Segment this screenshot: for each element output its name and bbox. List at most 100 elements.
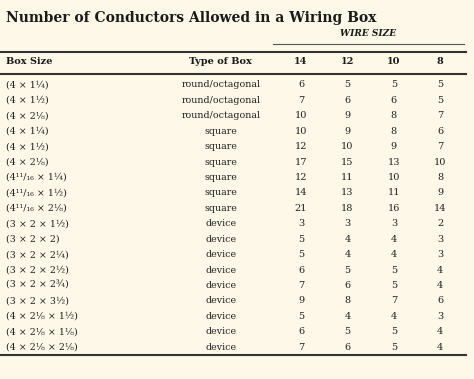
Text: device: device [205, 250, 237, 259]
Text: 6: 6 [298, 327, 304, 336]
Text: 7: 7 [437, 111, 444, 120]
Text: 9: 9 [391, 142, 397, 151]
Text: 3: 3 [437, 250, 444, 259]
Text: (3 × 2 × 2½): (3 × 2 × 2½) [6, 266, 69, 274]
Text: 7: 7 [437, 142, 444, 151]
Text: (4¹¹/₁₆ × 2⅛): (4¹¹/₁₆ × 2⅛) [6, 204, 67, 213]
Text: (4 × 1½): (4 × 1½) [6, 142, 49, 151]
Text: (4 × 2⅛ × 1½): (4 × 2⅛ × 1½) [6, 312, 78, 321]
Text: 5: 5 [345, 266, 350, 274]
Text: 8: 8 [345, 296, 350, 305]
Text: 18: 18 [341, 204, 354, 213]
Text: (3 × 2 × 2): (3 × 2 × 2) [6, 235, 60, 244]
Text: 8: 8 [438, 173, 443, 182]
Text: 3: 3 [437, 235, 444, 244]
Text: 14: 14 [294, 57, 308, 66]
Text: 3: 3 [344, 219, 351, 228]
Text: 16: 16 [388, 204, 400, 213]
Text: 10: 10 [295, 127, 307, 136]
Text: device: device [205, 219, 237, 228]
Text: 13: 13 [388, 158, 400, 166]
Text: 5: 5 [298, 235, 304, 244]
Text: device: device [205, 235, 237, 244]
Text: square: square [204, 127, 237, 136]
Text: (4 × 2⅛ × 2⅛): (4 × 2⅛ × 2⅛) [6, 343, 78, 352]
Text: 6: 6 [438, 127, 443, 136]
Text: Box Size: Box Size [6, 57, 53, 66]
Text: 4: 4 [391, 250, 397, 259]
Text: (3 × 2 × 1½): (3 × 2 × 1½) [6, 219, 69, 228]
Text: 17: 17 [295, 158, 307, 166]
Text: 14: 14 [434, 204, 447, 213]
Text: 21: 21 [295, 204, 307, 213]
Text: 13: 13 [341, 188, 354, 197]
Text: 5: 5 [438, 96, 443, 105]
Text: (4¹¹/₁₆ × 1½): (4¹¹/₁₆ × 1½) [6, 188, 67, 197]
Text: (4 × 2⅛): (4 × 2⅛) [6, 158, 49, 166]
Text: 5: 5 [345, 327, 350, 336]
Text: Type of Box: Type of Box [190, 57, 252, 66]
Text: 2: 2 [437, 219, 444, 228]
Text: square: square [204, 158, 237, 166]
Text: (4 × 2⅛ × 1⅛): (4 × 2⅛ × 1⅛) [6, 327, 78, 336]
Text: 6: 6 [345, 281, 350, 290]
Text: 3: 3 [437, 312, 444, 321]
Text: (4 × 1¼): (4 × 1¼) [6, 80, 49, 89]
Text: 4: 4 [344, 250, 351, 259]
Text: 5: 5 [298, 250, 304, 259]
Text: (4 × 2⅛): (4 × 2⅛) [6, 111, 49, 120]
Text: 8: 8 [391, 127, 397, 136]
Text: 4: 4 [437, 266, 444, 274]
Text: 15: 15 [341, 158, 354, 166]
Text: 11: 11 [341, 173, 354, 182]
Text: 12: 12 [341, 57, 354, 66]
Text: 5: 5 [391, 281, 397, 290]
Text: 4: 4 [344, 235, 351, 244]
Text: 12: 12 [295, 142, 307, 151]
Text: 6: 6 [345, 343, 350, 352]
Text: (3 × 2 × 3½): (3 × 2 × 3½) [6, 296, 69, 305]
Text: 6: 6 [298, 266, 304, 274]
Text: (4¹¹/₁₆ × 1¼): (4¹¹/₁₆ × 1¼) [6, 173, 67, 182]
Text: (4 × 1¼): (4 × 1¼) [6, 127, 49, 136]
Text: 5: 5 [391, 80, 397, 89]
Text: (3 × 2 × 2¾): (3 × 2 × 2¾) [6, 281, 69, 290]
Text: 7: 7 [391, 296, 397, 305]
Text: square: square [204, 204, 237, 213]
Text: 11: 11 [388, 188, 400, 197]
Text: round/octagonal: round/octagonal [182, 111, 260, 120]
Text: 4: 4 [391, 235, 397, 244]
Text: 9: 9 [438, 188, 443, 197]
Text: 4: 4 [437, 327, 444, 336]
Text: WIRE SIZE: WIRE SIZE [340, 29, 396, 38]
Text: 5: 5 [345, 80, 350, 89]
Text: 7: 7 [298, 281, 304, 290]
Text: 8: 8 [437, 57, 444, 66]
Text: 5: 5 [391, 327, 397, 336]
Text: 6: 6 [438, 296, 443, 305]
Text: square: square [204, 142, 237, 151]
Text: 10: 10 [387, 57, 401, 66]
Text: 3: 3 [391, 219, 397, 228]
Text: device: device [205, 281, 237, 290]
Text: 4: 4 [437, 343, 444, 352]
Text: device: device [205, 327, 237, 336]
Text: 5: 5 [391, 343, 397, 352]
Text: 10: 10 [434, 158, 447, 166]
Text: device: device [205, 266, 237, 274]
Text: 7: 7 [298, 343, 304, 352]
Text: 4: 4 [437, 281, 444, 290]
Text: 5: 5 [438, 80, 443, 89]
Text: 9: 9 [345, 127, 350, 136]
Text: 6: 6 [345, 96, 350, 105]
Text: 5: 5 [298, 312, 304, 321]
Text: 10: 10 [341, 142, 354, 151]
Text: 12: 12 [295, 173, 307, 182]
Text: 7: 7 [298, 96, 304, 105]
Text: device: device [205, 312, 237, 321]
Text: 4: 4 [344, 312, 351, 321]
Text: 6: 6 [391, 96, 397, 105]
Text: round/octagonal: round/octagonal [182, 96, 260, 105]
Text: square: square [204, 188, 237, 197]
Text: 9: 9 [298, 296, 304, 305]
